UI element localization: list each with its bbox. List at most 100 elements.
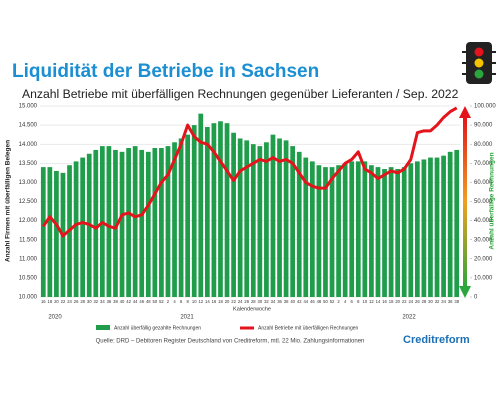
bar (204, 127, 210, 297)
y-tick-label: 15.000 (19, 104, 38, 110)
bar (237, 138, 243, 297)
bar (296, 151, 302, 297)
bar (218, 121, 223, 297)
legend-swatch (96, 325, 110, 330)
x-tick-label: 30 (428, 299, 433, 304)
y2-tick-label: 50.000 (474, 199, 493, 205)
y2-tick-label: 90.000 (474, 123, 493, 129)
year-label: 2020 (48, 315, 62, 321)
x-tick-label: 34 (100, 299, 105, 304)
x-tick-label: 52 (330, 299, 335, 304)
x-tick-label: 46 (310, 299, 315, 304)
y-tick-label: 13.500 (19, 161, 38, 167)
x-tick-label: 28 (251, 299, 256, 304)
legend-label: Anzahl überfällig gezahlte Rechnungen (114, 325, 201, 331)
bar (93, 149, 99, 297)
bar (211, 123, 217, 297)
x-tick-label: 44 (133, 299, 138, 304)
bar (414, 161, 420, 297)
bar (224, 123, 230, 297)
x-tick-label: 10 (192, 299, 197, 304)
y-tick-label: 11.500 (19, 237, 38, 243)
chart-subtitle: Anzahl Betriebe mit überfälligen Rechnun… (22, 87, 459, 101)
x-tick-label: 8 (186, 299, 189, 304)
x-tick-label: 38 (113, 299, 118, 304)
bar (303, 157, 309, 297)
x-tick-label: 10 (363, 299, 368, 304)
x-tick-label: 36 (277, 299, 282, 304)
bar (329, 167, 335, 297)
bar (323, 167, 328, 297)
bar (159, 148, 164, 297)
y-tick-label: 11.000 (19, 256, 38, 262)
bar (362, 161, 368, 297)
x-tick-label: 20 (395, 299, 400, 304)
x-tick-label: 18 (218, 299, 223, 304)
bar (172, 142, 177, 297)
legend: Anzahl überfällig gezahlte Rechnungen An… (96, 325, 359, 331)
bar (428, 157, 433, 297)
bar (277, 138, 282, 297)
x-tick-label: 24 (238, 299, 243, 304)
y-tick-label: 12.000 (19, 218, 38, 224)
x-tick-label: 24 (67, 299, 72, 304)
bar (244, 140, 250, 297)
x-tick-label: 4 (344, 299, 347, 304)
bar (382, 169, 387, 297)
bar (264, 142, 269, 297)
bar (257, 146, 263, 297)
x-tick-label: 40 (120, 299, 125, 304)
x-tick-label: 18 (48, 299, 53, 304)
bar (47, 167, 53, 297)
y-tick-label: 14.000 (19, 142, 38, 148)
y2-tick-label: 80.000 (474, 142, 493, 148)
bar (113, 149, 118, 297)
x-axis-label: Kalenderwoche (233, 306, 271, 312)
y2-tick-label: 100.000 (474, 104, 496, 110)
x-tick-label: 30 (87, 299, 92, 304)
x-tick-label: 6 (351, 299, 354, 304)
bar (191, 125, 197, 297)
x-tick-label: 24 (408, 299, 413, 304)
line (42, 106, 458, 238)
x-tick-label: 20 (225, 299, 230, 304)
x-tick-label: 32 (264, 299, 269, 304)
x-tick-label: 42 (297, 299, 302, 304)
bar (119, 151, 125, 297)
x-tick-label: 40 (290, 299, 295, 304)
x-tick-label: 32 (435, 299, 440, 304)
x-tick-label: 22 (231, 299, 236, 304)
x-tick-label: 4 (173, 299, 176, 304)
x-tick-label: 52 (159, 299, 164, 304)
chart-title: Liquidität der Betriebe in Sachsen (12, 61, 319, 82)
bar (421, 159, 427, 297)
bar (401, 167, 407, 297)
bar (178, 138, 184, 297)
x-tick-label: 50 (323, 299, 328, 304)
x-tick-label: 48 (146, 299, 151, 304)
bar (152, 148, 158, 297)
bar (139, 149, 145, 297)
x-tick-label: 36 (107, 299, 112, 304)
bar (349, 161, 355, 297)
bar (342, 163, 348, 297)
y2-tick-label: 60.000 (474, 180, 493, 186)
bar (375, 167, 381, 297)
year-label: 2022 (402, 315, 416, 321)
bar (369, 165, 374, 297)
x-tick-label: 26 (415, 299, 420, 304)
x-tick-label: 16 (382, 299, 387, 304)
x-tick-label: 12 (369, 299, 374, 304)
year-label: 2021 (180, 315, 194, 321)
x-tick-label: 22 (402, 299, 407, 304)
legend-label: Anzahl Betriebe mit überfälligen Rechnun… (258, 325, 359, 331)
x-tick-label: 32 (93, 299, 98, 304)
y2-tick-label: 10.000 (474, 275, 493, 281)
bar (270, 134, 276, 297)
y-axis-label: Anzahl Firmen mit überfälligen Belegen (5, 140, 12, 262)
bar (106, 146, 112, 297)
bar (250, 144, 256, 297)
x-tick-label: 28 (422, 299, 427, 304)
x-tick-label: 30 (258, 299, 263, 304)
x-tick-label: 8 (357, 299, 360, 304)
